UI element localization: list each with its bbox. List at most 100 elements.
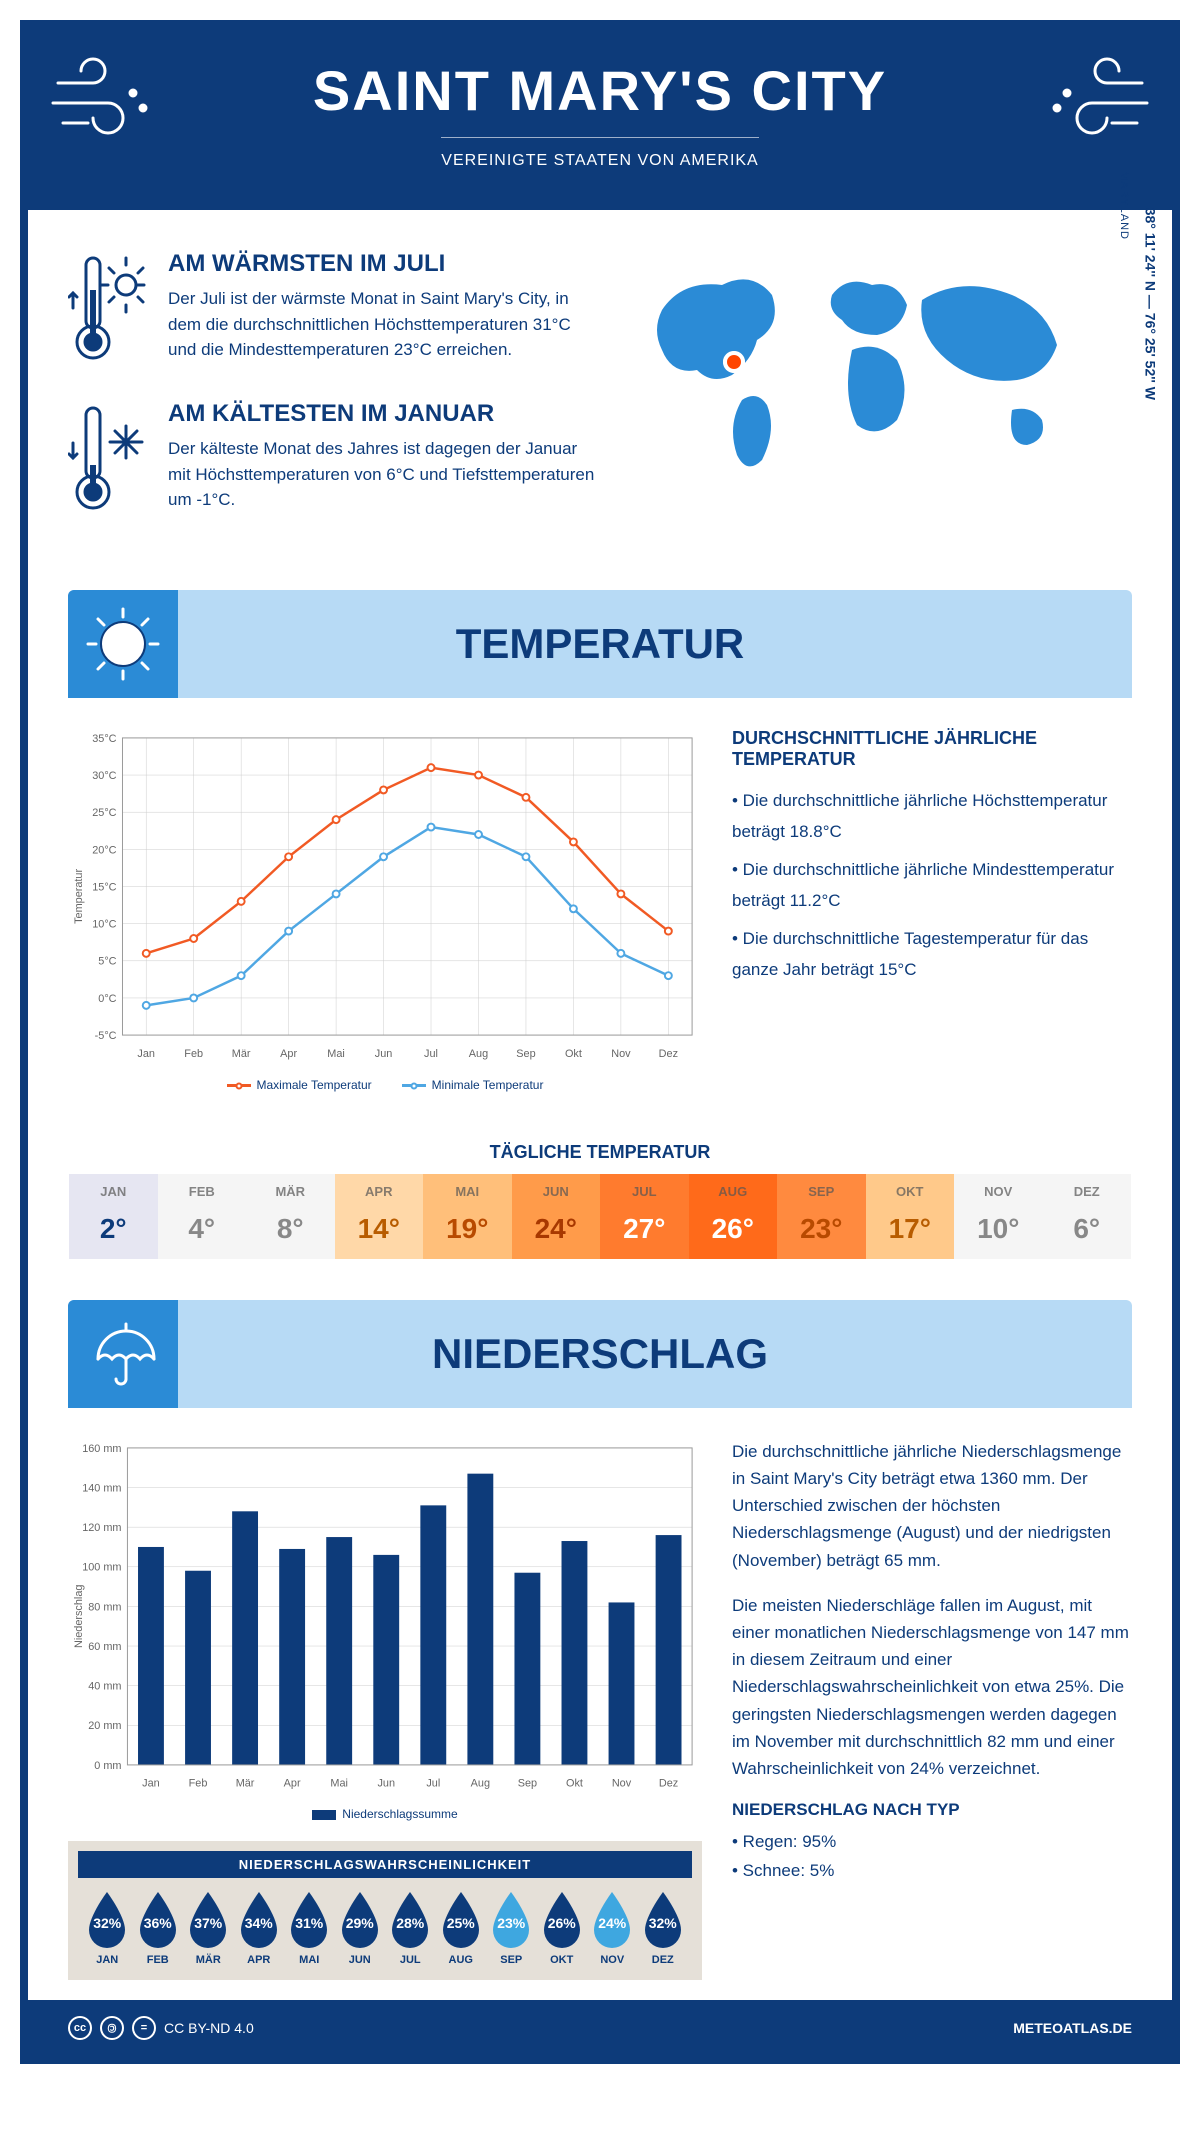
heatmap-cell: DEZ6° (1043, 1174, 1132, 1259)
precip-type-bullet: • Regen: 95% (732, 1828, 1132, 1855)
thermometer-cold-icon (68, 400, 148, 520)
svg-text:Sep: Sep (518, 1778, 537, 1790)
coldest-body: Der kälteste Monat des Jahres ist dagege… (168, 436, 602, 513)
precipitation-probability-panel: NIEDERSCHLAGSWAHRSCHEINLICHKEIT 32%JAN36… (68, 1841, 702, 1980)
probability-drop: 31%MAI (284, 1890, 335, 1966)
svg-text:0 mm: 0 mm (94, 1760, 121, 1772)
region-label: MARYLAND (1118, 171, 1130, 240)
svg-text:Feb: Feb (184, 1048, 203, 1060)
coordinates: 38° 11' 24'' N — 76° 25' 52'' W (1142, 208, 1158, 400)
section-title: NIEDERSCHLAG (98, 1330, 1102, 1378)
svg-text:Temperatur: Temperatur (73, 869, 85, 924)
thermometer-hot-icon (68, 250, 148, 370)
coldest-title: AM KÄLTESTEN IM JANUAR (168, 400, 602, 428)
legend-item: Minimale Temperatur (402, 1078, 544, 1092)
by-icon: 🄯 (100, 2016, 124, 2040)
header: SAINT MARY'S CITY VEREINIGTE STAATEN VON… (28, 28, 1172, 210)
svg-text:35°C: 35°C (92, 733, 116, 745)
heatmap-cell: AUG26° (689, 1174, 778, 1259)
annual-temp-bullet: • Die durchschnittliche Tagestemperatur … (732, 924, 1132, 985)
precipitation-legend: Niederschlagssumme (68, 1807, 702, 1821)
page-title: SAINT MARY'S CITY (48, 58, 1152, 123)
section-precipitation-header: NIEDERSCHLAG (68, 1300, 1132, 1408)
site-name: METEOATLAS.DE (1013, 2020, 1132, 2036)
svg-text:100 mm: 100 mm (82, 1562, 121, 1574)
svg-text:60 mm: 60 mm (88, 1641, 121, 1653)
svg-text:Apr: Apr (284, 1778, 301, 1790)
footer: cc 🄯 = CC BY-ND 4.0 METEOATLAS.DE (28, 2000, 1172, 2056)
svg-text:160 mm: 160 mm (82, 1443, 121, 1455)
warmest-title: AM WÄRMSTEN IM JULI (168, 250, 602, 278)
probability-drop: 26%OKT (537, 1890, 588, 1966)
heatmap-cell: MAI19° (423, 1174, 512, 1259)
daily-temp-title: TÄGLICHE TEMPERATUR (28, 1142, 1172, 1163)
legend-label: Niederschlagssumme (342, 1807, 457, 1821)
svg-text:Mai: Mai (327, 1048, 345, 1060)
annual-temp-title: DURCHSCHNITTLICHE JÄHRLICHE TEMPERATUR (732, 728, 1132, 770)
probability-title: NIEDERSCHLAGSWAHRSCHEINLICHKEIT (78, 1851, 692, 1878)
svg-text:Jan: Jan (137, 1048, 155, 1060)
sun-icon (68, 590, 178, 698)
world-map (632, 250, 1092, 490)
svg-text:140 mm: 140 mm (82, 1482, 121, 1494)
license-label: CC BY-ND 4.0 (164, 2020, 254, 2036)
svg-text:Jan: Jan (142, 1778, 160, 1790)
heatmap-cell: MÄR8° (246, 1174, 335, 1259)
svg-text:30°C: 30°C (92, 770, 116, 782)
probability-drop: 34%APR (234, 1890, 285, 1966)
annual-temp-bullet: • Die durchschnittliche jährliche Mindes… (732, 855, 1132, 916)
heatmap-cell: FEB4° (158, 1174, 247, 1259)
probability-drop: 37%MÄR (183, 1890, 234, 1966)
svg-text:40 mm: 40 mm (88, 1680, 121, 1692)
svg-text:Jul: Jul (426, 1778, 440, 1790)
svg-text:Mai: Mai (330, 1778, 348, 1790)
svg-text:0°C: 0°C (98, 993, 116, 1005)
probability-drop: 28%JUL (385, 1890, 436, 1966)
heatmap-cell: JUL27° (600, 1174, 689, 1259)
svg-text:15°C: 15°C (92, 881, 116, 893)
wind-icon (1042, 53, 1152, 143)
section-temperature-header: TEMPERATUR (68, 590, 1132, 698)
svg-text:Jun: Jun (377, 1778, 395, 1790)
heatmap-cell: JUN24° (512, 1174, 601, 1259)
svg-text:Mär: Mär (236, 1778, 255, 1790)
svg-text:5°C: 5°C (98, 956, 116, 968)
temperature-legend: Maximale Temperatur Minimale Temperatur (68, 1078, 702, 1092)
probability-drop: 32%JAN (82, 1890, 133, 1966)
svg-text:Nov: Nov (611, 1048, 631, 1060)
coldest-block: AM KÄLTESTEN IM JANUAR Der kälteste Mona… (68, 400, 602, 520)
heatmap-cell: OKT17° (866, 1174, 955, 1259)
umbrella-icon (68, 1300, 178, 1408)
probability-drop: 25%AUG (436, 1890, 487, 1966)
svg-text:Aug: Aug (471, 1778, 490, 1790)
svg-text:Jul: Jul (424, 1048, 438, 1060)
svg-text:25°C: 25°C (92, 807, 116, 819)
svg-text:Feb: Feb (189, 1778, 208, 1790)
svg-text:10°C: 10°C (92, 919, 116, 931)
heatmap-cell: SEP23° (777, 1174, 866, 1259)
svg-text:Niederschlag: Niederschlag (73, 1584, 85, 1647)
svg-text:80 mm: 80 mm (88, 1601, 121, 1613)
heatmap-cell: JAN2° (69, 1174, 158, 1259)
svg-text:20 mm: 20 mm (88, 1720, 121, 1732)
heatmap-cell: NOV10° (954, 1174, 1043, 1259)
svg-text:Nov: Nov (612, 1778, 632, 1790)
svg-text:Dez: Dez (659, 1778, 678, 1790)
precip-paragraph: Die durchschnittliche jährliche Niedersc… (732, 1438, 1132, 1574)
cc-icon: cc (68, 2016, 92, 2040)
annual-temp-bullet: • Die durchschnittliche jährliche Höchst… (732, 786, 1132, 847)
warmest-body: Der Juli ist der wärmste Monat in Saint … (168, 286, 602, 363)
legend-item: Maximale Temperatur (227, 1078, 372, 1092)
nd-icon: = (132, 2016, 156, 2040)
warmest-block: AM WÄRMSTEN IM JULI Der Juli ist der wär… (68, 250, 602, 370)
precipitation-bar-chart: 0 mm20 mm40 mm60 mm80 mm100 mm120 mm140 … (68, 1438, 702, 1795)
svg-text:Apr: Apr (280, 1048, 297, 1060)
probability-drop: 29%JUN (335, 1890, 386, 1966)
temperature-line-chart: -5°C0°C5°C10°C15°C20°C25°C30°C35°CJanFeb… (68, 728, 702, 1065)
svg-text:Sep: Sep (516, 1048, 535, 1060)
svg-text:-5°C: -5°C (95, 1030, 117, 1042)
overview-row: AM WÄRMSTEN IM JULI Der Juli ist der wär… (28, 210, 1172, 590)
svg-text:Okt: Okt (565, 1048, 582, 1060)
precip-type-title: NIEDERSCHLAG NACH TYP (732, 1800, 1132, 1820)
svg-text:Mär: Mär (232, 1048, 251, 1060)
